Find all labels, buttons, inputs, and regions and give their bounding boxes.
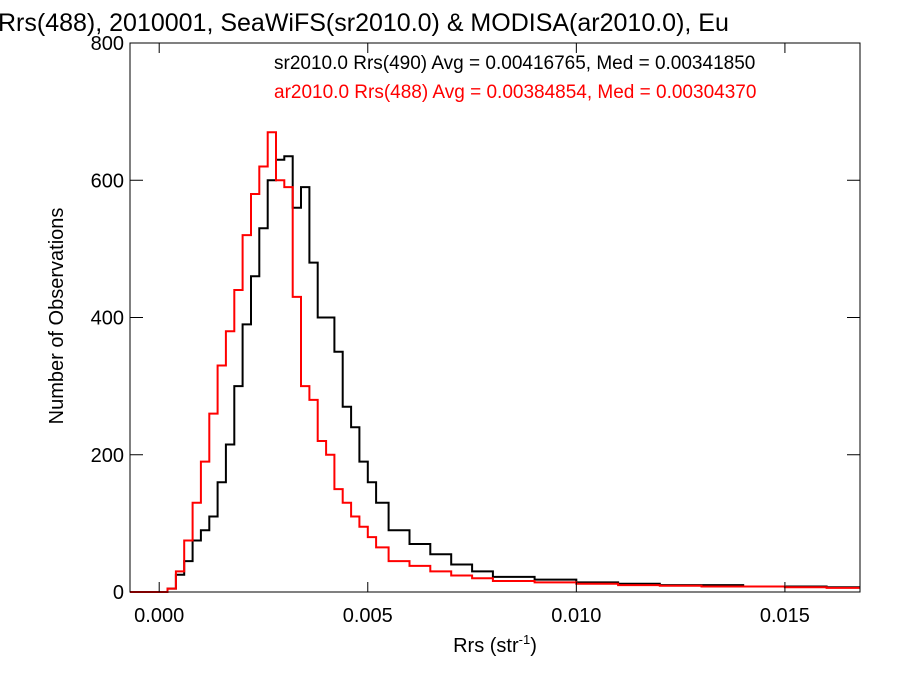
y-tick-label: 0 [113,582,124,604]
legend-item-sr2010: sr2010.0 Rrs(490) Avg = 0.00416765, Med … [274,53,755,74]
x-tick-label: 0.015 [760,605,810,627]
x-tick-label: 0.005 [343,605,393,627]
y-tick-label: 200 [91,445,124,467]
x-tick-label: 0.010 [551,605,601,627]
x-axis-label-base: Rrs (str [453,635,519,657]
series-line-1 [130,131,860,593]
legend: sr2010.0 Rrs(490) Avg = 0.00416765, Med … [274,53,756,103]
plot-frame [129,42,861,593]
y-tick-label: 400 [91,308,124,330]
y-axis-label: Number of Observations [46,208,68,425]
chart-title: Rrs(488), 2010001, SeaWiFS(sr2010.0) & M… [0,9,729,37]
series-line-0 [130,155,860,593]
x-tick-label: 0.000 [134,605,184,627]
axis-layer: 0.000 0.005 0.010 0.015 0 200 400 600 800 [91,33,860,627]
series-layer [130,131,860,593]
legend-item-ar2010: ar2010.0 Rrs(488) Avg = 0.00384854, Med … [274,82,756,103]
plot-area: 0.000 0.005 0.010 0.015 0 200 400 600 800 [91,33,861,627]
x-axis-label: Rrs (str-1) [453,632,537,657]
x-axis-label-end: ) [530,635,537,657]
y-tick-label: 600 [91,170,124,192]
x-axis-label-superscript: -1 [519,632,531,647]
y-tick-label: 800 [91,33,124,55]
